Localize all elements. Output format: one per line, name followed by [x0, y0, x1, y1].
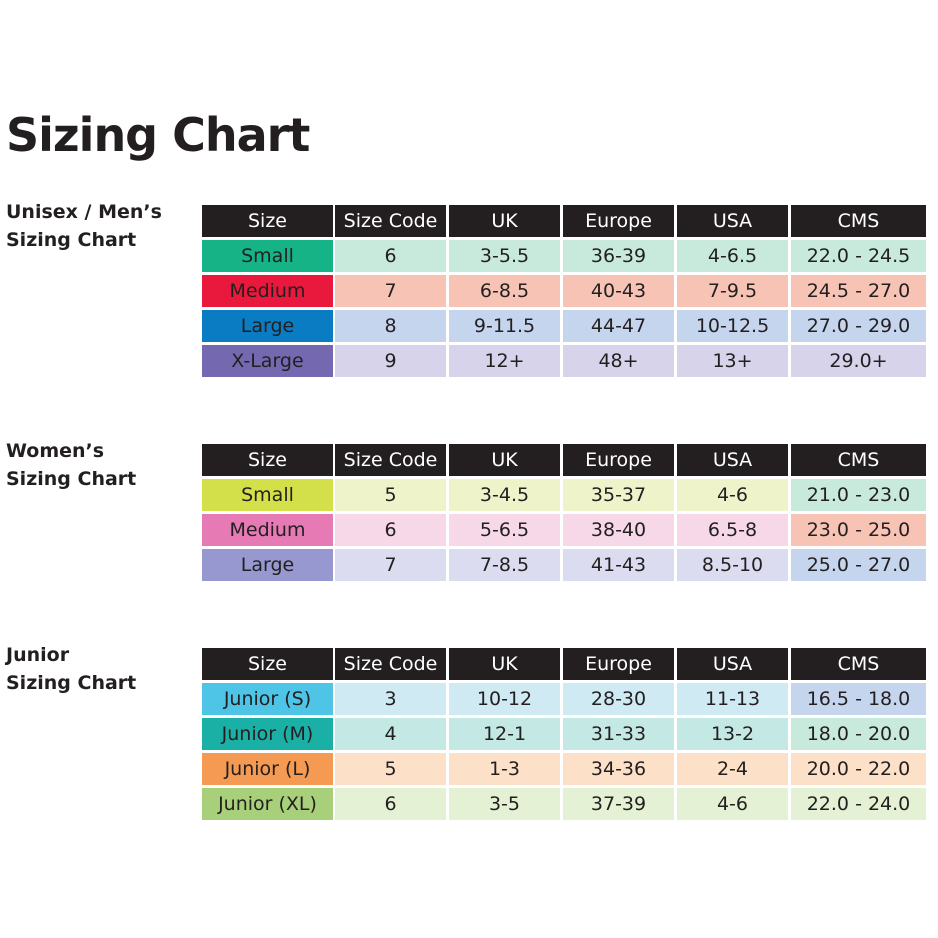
size-cell: Small	[202, 240, 333, 272]
table-cell: 6-8.5	[449, 275, 560, 307]
table-cell: 4-6	[677, 788, 788, 820]
section-label: Unisex / Men’s	[6, 201, 162, 223]
section-label: Junior	[6, 644, 70, 666]
size-cell: Junior (L)	[202, 753, 333, 785]
size-cell: Junior (M)	[202, 718, 333, 750]
column-header: Size Code	[335, 444, 446, 476]
table-cell: 18.0 - 20.0	[791, 718, 926, 750]
table-cell: 6	[335, 240, 446, 272]
table-cell: 3-5	[449, 788, 560, 820]
table-cell: 7-9.5	[677, 275, 788, 307]
table-cell: 7	[335, 549, 446, 581]
column-header: Size Code	[335, 205, 446, 237]
column-header: UK	[449, 648, 560, 680]
table-cell: 27.0 - 29.0	[791, 310, 926, 342]
size-cell: Large	[202, 310, 333, 342]
table-cell: 3	[335, 683, 446, 715]
section-label: Sizing Chart	[6, 672, 137, 694]
table-cell: 10-12	[449, 683, 560, 715]
page-title: Sizing Chart	[6, 108, 310, 162]
table-cell: 8	[335, 310, 446, 342]
table-cell: 8.5-10	[677, 549, 788, 581]
table-cell: 24.5 - 27.0	[791, 275, 926, 307]
table-cell: 6.5-8	[677, 514, 788, 546]
section-label: Sizing Chart	[6, 468, 137, 490]
table-cell: 2-4	[677, 753, 788, 785]
size-cell: Medium	[202, 275, 333, 307]
table-cell: 3-4.5	[449, 479, 560, 511]
column-header: Europe	[563, 444, 674, 476]
size-cell: Large	[202, 549, 333, 581]
table-cell: 12-1	[449, 718, 560, 750]
section-label: Women’s	[6, 440, 105, 462]
column-header: Size	[202, 648, 333, 680]
column-header: Size Code	[335, 648, 446, 680]
section-label: Sizing Chart	[6, 229, 137, 251]
table-cell: 37-39	[563, 788, 674, 820]
table-cell: 13-2	[677, 718, 788, 750]
table-cell: 40-43	[563, 275, 674, 307]
column-header: Europe	[563, 205, 674, 237]
column-header: Size	[202, 444, 333, 476]
table-cell: 29.0+	[791, 345, 926, 377]
table-cell: 22.0 - 24.5	[791, 240, 926, 272]
table-cell: 22.0 - 24.0	[791, 788, 926, 820]
column-header: CMS	[791, 205, 926, 237]
table-cell: 38-40	[563, 514, 674, 546]
table-cell: 7-8.5	[449, 549, 560, 581]
table-cell: 4	[335, 718, 446, 750]
table-cell: 20.0 - 22.0	[791, 753, 926, 785]
size-cell: Junior (S)	[202, 683, 333, 715]
size-cell: Medium	[202, 514, 333, 546]
table-cell: 13+	[677, 345, 788, 377]
table-cell: 34-36	[563, 753, 674, 785]
table-cell: 12+	[449, 345, 560, 377]
column-header: USA	[677, 648, 788, 680]
column-header: Size	[202, 205, 333, 237]
column-header: UK	[449, 205, 560, 237]
table-cell: 4-6	[677, 479, 788, 511]
column-header: USA	[677, 205, 788, 237]
column-header: CMS	[791, 648, 926, 680]
column-header: UK	[449, 444, 560, 476]
table-cell: 5	[335, 479, 446, 511]
table-cell: 3-5.5	[449, 240, 560, 272]
table-cell: 5	[335, 753, 446, 785]
table-cell: 35-37	[563, 479, 674, 511]
table-cell: 44-47	[563, 310, 674, 342]
size-cell: Small	[202, 479, 333, 511]
table-cell: 6	[335, 514, 446, 546]
table-cell: 10-12.5	[677, 310, 788, 342]
table-cell: 28-30	[563, 683, 674, 715]
column-header: USA	[677, 444, 788, 476]
table-cell: 36-39	[563, 240, 674, 272]
size-cell: X-Large	[202, 345, 333, 377]
table-cell: 25.0 - 27.0	[791, 549, 926, 581]
table-cell: 48+	[563, 345, 674, 377]
size-cell: Junior (XL)	[202, 788, 333, 820]
table-cell: 9-11.5	[449, 310, 560, 342]
column-header: CMS	[791, 444, 926, 476]
table-cell: 41-43	[563, 549, 674, 581]
table-cell: 16.5 - 18.0	[791, 683, 926, 715]
table-cell: 7	[335, 275, 446, 307]
table-cell: 5-6.5	[449, 514, 560, 546]
table-cell: 4-6.5	[677, 240, 788, 272]
table-cell: 21.0 - 23.0	[791, 479, 926, 511]
table-cell: 1-3	[449, 753, 560, 785]
column-header: Europe	[563, 648, 674, 680]
table-cell: 6	[335, 788, 446, 820]
table-cell: 31-33	[563, 718, 674, 750]
table-cell: 11-13	[677, 683, 788, 715]
table-cell: 23.0 - 25.0	[791, 514, 926, 546]
table-cell: 9	[335, 345, 446, 377]
